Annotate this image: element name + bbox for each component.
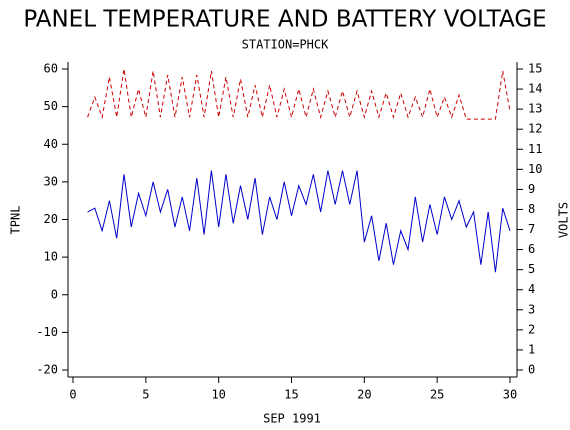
y2-tick-label: 9 <box>528 182 535 196</box>
y2-tick-label: 8 <box>528 202 535 216</box>
chart-title: PANEL TEMPERATURE AND BATTERY VOLTAGE <box>23 7 546 33</box>
y2-tick-label: 15 <box>528 62 542 76</box>
y2-tick-label: 12 <box>528 122 542 136</box>
series-line <box>87 68 511 120</box>
y2-tick-label: 2 <box>528 322 535 336</box>
y-tick-label: 0 <box>51 287 58 301</box>
x-tick-label: 0 <box>69 388 76 402</box>
y2-tick-label: 7 <box>528 222 535 236</box>
y-tick-label: 30 <box>44 174 58 188</box>
y2-tick-label: 3 <box>528 302 535 316</box>
x-tick-label: 30 <box>503 388 517 402</box>
y-tick-label: 50 <box>44 99 58 113</box>
y2-tick-label: 13 <box>528 102 542 116</box>
y-axis-label: TPNL <box>9 206 23 235</box>
y2-tick-label: 14 <box>528 82 542 96</box>
x-tick-label: 15 <box>284 388 298 402</box>
y2-tick-label: 10 <box>528 162 542 176</box>
y2-tick-label: 5 <box>528 262 535 276</box>
x-tick-label: 5 <box>142 388 149 402</box>
series-line <box>87 170 511 273</box>
y-tick-label: 20 <box>44 212 58 226</box>
y2-axis-label: VOLTS <box>557 202 570 238</box>
y2-tick-label: 11 <box>528 142 542 156</box>
y-tick-label: 40 <box>44 137 58 151</box>
x-axis-label: SEP 1991 <box>263 412 321 426</box>
x-tick-label: 25 <box>430 388 444 402</box>
y2-tick-label: 6 <box>528 242 535 256</box>
y-tick-label: 60 <box>44 62 58 76</box>
y-tick-label: 10 <box>44 250 58 264</box>
y-tick-label: -20 <box>36 363 58 377</box>
y-tick-label: -10 <box>36 325 58 339</box>
y2-tick-label: 1 <box>528 342 535 356</box>
x-tick-label: 10 <box>211 388 225 402</box>
y2-tick-label: 4 <box>528 282 535 296</box>
x-tick-label: 20 <box>357 388 371 402</box>
y2-tick-label: 0 <box>528 363 535 377</box>
chart-subtitle: STATION=PHCK <box>242 38 329 52</box>
